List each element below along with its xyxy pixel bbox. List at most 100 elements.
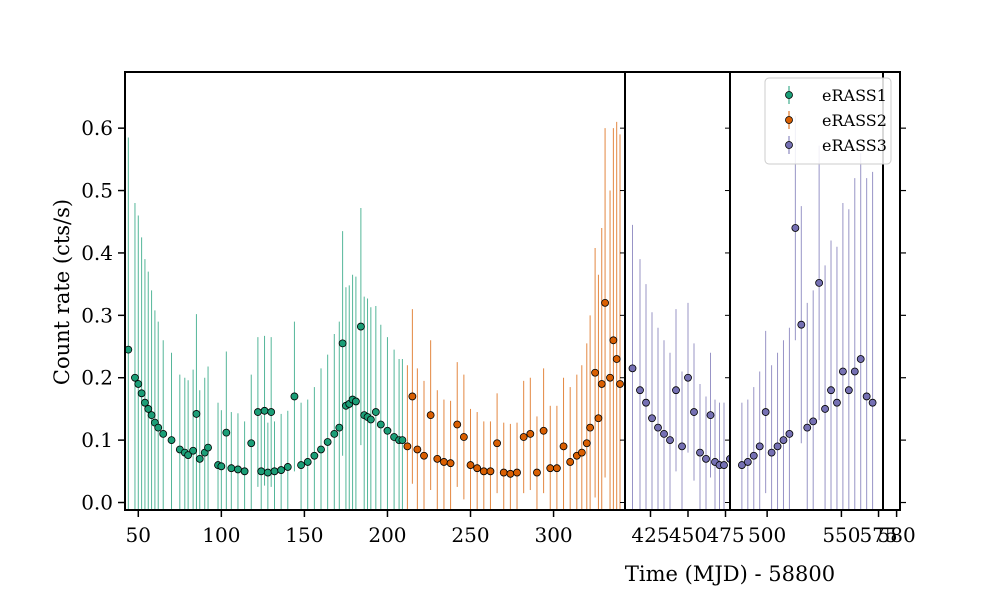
point-erass2 bbox=[577, 448, 586, 457]
series-erass2-panel-1 bbox=[403, 121, 624, 510]
point-erass1 bbox=[125, 345, 133, 354]
x-tick-label: 580 bbox=[878, 523, 916, 547]
legend-label-erass2: eRASS2 bbox=[822, 111, 887, 130]
x-tick-label: 100 bbox=[202, 523, 240, 547]
legend-marker-erass3 bbox=[785, 141, 793, 149]
point-erass2 bbox=[433, 454, 442, 463]
point-erass1 bbox=[234, 465, 242, 474]
point-erass1 bbox=[371, 408, 380, 416]
point-erass3 bbox=[844, 386, 853, 395]
point-erass1 bbox=[323, 438, 332, 446]
point-erass3 bbox=[743, 458, 752, 466]
point-erass1 bbox=[159, 429, 168, 438]
y-tick-label: 0.3 bbox=[81, 303, 113, 327]
x-tick-label: 475 bbox=[706, 523, 744, 547]
point-erass1 bbox=[366, 415, 375, 424]
point-erass1 bbox=[134, 380, 143, 388]
y-tick-label: 0.5 bbox=[81, 179, 113, 203]
point-erass3 bbox=[696, 448, 704, 457]
point-erass2 bbox=[594, 414, 603, 423]
point-erass2 bbox=[459, 433, 468, 441]
series-erass3-panel-3 bbox=[737, 115, 877, 510]
point-erass3 bbox=[838, 367, 847, 376]
point-erass3 bbox=[862, 392, 871, 401]
point-erass2 bbox=[609, 336, 618, 345]
legend-entry-erass1: eRASS1 bbox=[785, 86, 887, 105]
point-erass3 bbox=[690, 408, 698, 416]
point-erass2 bbox=[591, 368, 599, 377]
point-erass2 bbox=[403, 442, 412, 451]
point-erass3 bbox=[648, 414, 656, 423]
x-tick-label: 425 bbox=[631, 523, 669, 547]
point-erass3 bbox=[803, 423, 812, 432]
y-tick-label: 0.6 bbox=[81, 116, 113, 140]
point-erass2 bbox=[493, 439, 501, 448]
point-erass2 bbox=[559, 442, 568, 451]
y-tick-label: 0.4 bbox=[81, 241, 113, 265]
x-tick-label: 200 bbox=[368, 523, 406, 547]
x-tick-label: 250 bbox=[451, 523, 489, 547]
series-erass1-panel-1 bbox=[125, 137, 407, 510]
y-tick-label: 0.2 bbox=[81, 366, 113, 390]
legend-label-erass3: eRASS3 bbox=[822, 136, 887, 155]
point-erass1 bbox=[297, 461, 305, 469]
point-erass3 bbox=[850, 367, 859, 376]
point-erass1 bbox=[267, 408, 276, 416]
point-erass1 bbox=[398, 436, 407, 445]
point-erass1 bbox=[154, 423, 163, 432]
point-erass1 bbox=[303, 458, 312, 466]
point-erass1 bbox=[356, 322, 365, 331]
point-erass1 bbox=[167, 436, 176, 445]
point-erass3 bbox=[755, 442, 764, 451]
point-erass2 bbox=[446, 459, 455, 468]
point-erass3 bbox=[684, 373, 692, 382]
point-erass1 bbox=[310, 451, 319, 460]
point-erass2 bbox=[440, 458, 448, 466]
panel-frame-2 bbox=[624, 71, 731, 511]
point-erass1 bbox=[335, 423, 344, 432]
point-erass3 bbox=[761, 408, 770, 416]
point-erass1 bbox=[351, 397, 360, 406]
point-erass3 bbox=[868, 398, 877, 407]
point-erass3 bbox=[654, 423, 662, 432]
point-erass1 bbox=[192, 410, 201, 418]
point-erass2 bbox=[533, 468, 541, 477]
point-erass1 bbox=[277, 466, 286, 474]
point-erass1 bbox=[247, 439, 256, 448]
point-erass1 bbox=[290, 392, 299, 401]
x-tick-label: 150 bbox=[285, 523, 323, 547]
legend-label-erass1: eRASS1 bbox=[822, 86, 887, 105]
point-erass3 bbox=[809, 417, 818, 426]
point-erass2 bbox=[519, 433, 528, 441]
point-erass3 bbox=[833, 398, 841, 407]
point-erass2 bbox=[426, 411, 435, 420]
point-erass2 bbox=[606, 373, 614, 382]
point-erass2 bbox=[546, 464, 555, 473]
point-erass3 bbox=[737, 461, 746, 469]
point-erass3 bbox=[779, 436, 788, 445]
point-erass1 bbox=[240, 467, 249, 476]
point-erass2 bbox=[506, 469, 515, 478]
legend-entry-erass2: eRASS2 bbox=[785, 111, 887, 130]
x-tick-label: 550 bbox=[822, 523, 860, 547]
point-erass3 bbox=[785, 429, 794, 438]
point-erass3 bbox=[856, 355, 865, 363]
x-tick-label: 300 bbox=[534, 523, 572, 547]
point-erass3 bbox=[815, 278, 824, 287]
point-erass1 bbox=[131, 373, 139, 382]
point-erass2 bbox=[466, 461, 475, 469]
legend-marker-erass1 bbox=[785, 91, 793, 99]
point-erass2 bbox=[453, 420, 462, 429]
x-tick-label: 575 bbox=[859, 523, 897, 547]
point-erass1 bbox=[147, 411, 156, 420]
point-erass3 bbox=[791, 224, 800, 232]
point-erass1 bbox=[195, 454, 204, 463]
point-erass1 bbox=[253, 408, 262, 416]
y-tick-label: 0.0 bbox=[81, 491, 113, 515]
legend-entry-erass3: eRASS3 bbox=[785, 136, 887, 155]
point-erass2 bbox=[586, 423, 595, 432]
point-erass3 bbox=[821, 405, 829, 413]
point-erass2 bbox=[479, 467, 488, 476]
